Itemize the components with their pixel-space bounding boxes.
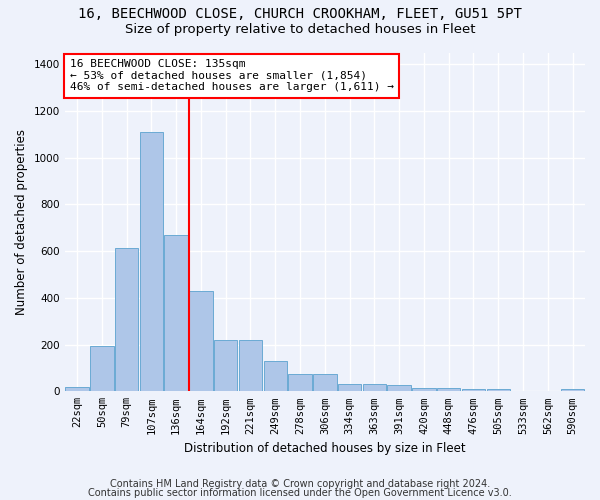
Bar <box>388 386 411 392</box>
Y-axis label: Number of detached properties: Number of detached properties <box>15 129 28 315</box>
Text: Size of property relative to detached houses in Fleet: Size of property relative to detached ho… <box>125 22 475 36</box>
Bar <box>164 235 188 392</box>
Text: 16 BEECHWOOD CLOSE: 135sqm
← 53% of detached houses are smaller (1,854)
46% of s: 16 BEECHWOOD CLOSE: 135sqm ← 53% of deta… <box>70 60 394 92</box>
Bar <box>313 374 337 392</box>
X-axis label: Distribution of detached houses by size in Fleet: Distribution of detached houses by size … <box>184 442 466 455</box>
Bar <box>462 389 485 392</box>
Bar <box>487 389 510 392</box>
Bar <box>338 384 361 392</box>
Bar <box>140 132 163 392</box>
Bar <box>90 346 113 392</box>
Bar <box>437 388 460 392</box>
Bar <box>362 384 386 392</box>
Text: Contains public sector information licensed under the Open Government Licence v3: Contains public sector information licen… <box>88 488 512 498</box>
Text: Contains HM Land Registry data © Crown copyright and database right 2024.: Contains HM Land Registry data © Crown c… <box>110 479 490 489</box>
Bar <box>214 340 238 392</box>
Bar <box>115 248 139 392</box>
Bar <box>288 374 312 392</box>
Bar <box>561 389 584 392</box>
Bar <box>65 387 89 392</box>
Bar <box>239 340 262 392</box>
Bar <box>263 361 287 392</box>
Bar <box>412 388 436 392</box>
Text: 16, BEECHWOOD CLOSE, CHURCH CROOKHAM, FLEET, GU51 5PT: 16, BEECHWOOD CLOSE, CHURCH CROOKHAM, FL… <box>78 8 522 22</box>
Bar <box>189 291 213 392</box>
